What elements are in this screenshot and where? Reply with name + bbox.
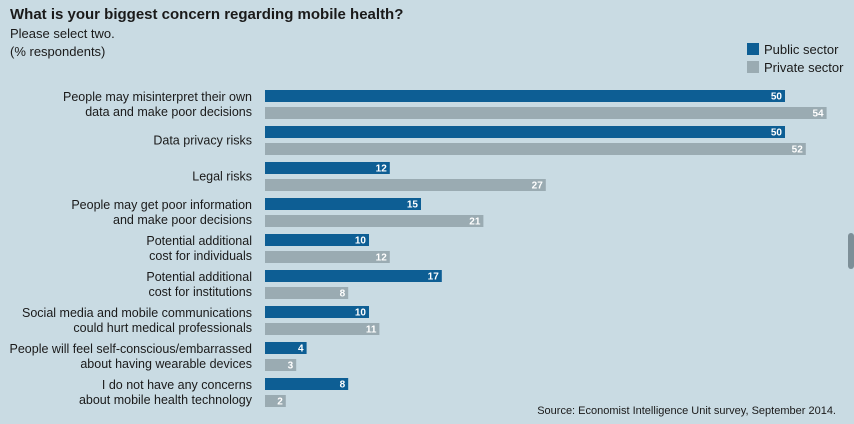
category-label: cost for individuals (149, 249, 252, 263)
category-label: Potential additional (146, 270, 252, 284)
bar-value-label: 50 (771, 128, 783, 139)
bar-public-sector (265, 342, 307, 354)
legend-label-private: Private sector (764, 59, 844, 75)
legend-swatch-public (747, 43, 759, 55)
bar-public-sector (265, 270, 442, 282)
bar-public-sector (265, 234, 369, 246)
bar-value-label: 27 (532, 181, 544, 192)
bar-value-label: 54 (812, 109, 824, 120)
category-label: People may get poor information (71, 198, 252, 212)
bar-value-label: 12 (376, 164, 388, 175)
source-note: Source: Economist Intelligence Unit surv… (537, 405, 836, 417)
category-label: and make poor decisions (113, 213, 252, 227)
category-label: People will feel self-conscious/embarras… (10, 342, 253, 356)
chart-legend: Public sector Private sector (747, 40, 843, 76)
bar-public-sector (265, 306, 369, 318)
bar-public-sector (265, 198, 421, 210)
legend-swatch-private (747, 61, 759, 73)
bar-value-label: 10 (355, 308, 367, 319)
category-label: about having wearable devices (80, 357, 252, 371)
category-label: Social media and mobile communications (22, 306, 252, 320)
legend-label-public: Public sector (764, 41, 839, 57)
bar-value-label: 11 (366, 325, 377, 336)
category-label: Data privacy risks (153, 134, 252, 148)
bar-private-sector (265, 287, 349, 299)
bar-private-sector (265, 359, 297, 371)
bar-public-sector (265, 162, 390, 174)
legend-item-public: Public sector (747, 40, 843, 58)
category-label: Legal risks (192, 170, 252, 184)
scrollbar-thumb[interactable] (848, 233, 854, 269)
bar-private-sector (265, 179, 546, 191)
bar-private-sector (265, 395, 286, 407)
bar-public-sector (265, 90, 785, 102)
category-label: about mobile health technology (79, 393, 253, 407)
bar-value-label: 4 (298, 344, 304, 355)
bar-value-label: 12 (376, 253, 388, 264)
category-label: cost for institutions (148, 285, 252, 299)
bar-private-sector (265, 323, 380, 335)
bar-public-sector (265, 126, 785, 138)
bar-value-label: 52 (792, 145, 804, 156)
category-label: data and make poor decisions (85, 105, 252, 119)
category-label: I do not have any concerns (102, 378, 252, 392)
bar-value-label: 8 (340, 289, 346, 300)
chart-subtitle-unit: (% respondents) (10, 44, 106, 59)
chart-subtitle-instruction: Please select two. (10, 26, 115, 41)
category-label: People may misinterpret their own (63, 90, 252, 104)
category-label: Potential additional (146, 234, 252, 248)
bar-private-sector (265, 251, 390, 263)
bar-value-label: 21 (469, 217, 481, 228)
bar-private-sector (265, 215, 484, 227)
chart-title: What is your biggest concern regarding m… (10, 6, 404, 23)
bar-value-label: 15 (407, 200, 419, 211)
bar-private-sector (265, 107, 827, 119)
bar-value-label: 3 (288, 361, 294, 372)
legend-item-private: Private sector (747, 58, 843, 76)
bar-value-label: 2 (277, 397, 283, 408)
bar-value-label: 17 (428, 272, 440, 283)
bar-value-label: 50 (771, 92, 783, 103)
category-label: could hurt medical professionals (73, 321, 252, 335)
bar-value-label: 8 (340, 380, 346, 391)
bar-value-label: 10 (355, 236, 367, 247)
bar-public-sector (265, 378, 349, 390)
bar-private-sector (265, 143, 806, 155)
